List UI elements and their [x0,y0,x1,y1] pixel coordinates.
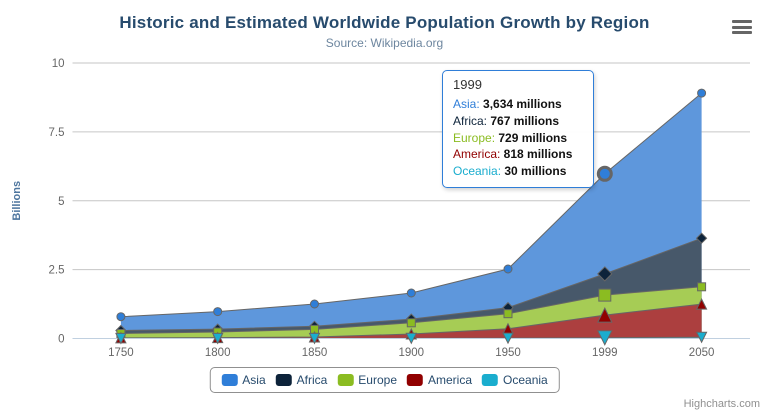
tooltip-series-name: Oceania: [453,164,502,179]
tooltip-row-oceania: Oceania: 30 millions [453,163,583,180]
tooltip-header: 1999 [453,77,482,92]
chart-title: Historic and Estimated Worldwide Populat… [119,13,650,32]
area-america[interactable] [120,304,702,339]
hamburger-menu-icon [732,20,752,23]
x-axis-label: 1950 [495,347,521,359]
x-axis-label: 1750 [108,347,134,359]
tooltip-series-name: Asia: [453,97,480,111]
tooltip-series-value: 30 millions [501,164,567,179]
legend-item-america[interactable]: America [407,373,472,387]
tooltip-series-value: 3,634 millions [479,97,562,111]
legend-swatch-icon [482,374,499,386]
tooltip: 1999 Asia: 3,634 millions Africa: 767 mil… [442,70,594,188]
legend-item-asia[interactable]: Asia [221,373,266,387]
tooltip-series-name: Europe: [453,130,496,145]
legend-swatch-icon [407,374,424,386]
marker-asia-1750[interactable] [116,312,126,322]
marker-oceania-1800[interactable] [211,332,224,345]
chart-context-menu-button[interactable] [732,20,752,34]
marker-america-1999[interactable] [596,306,613,323]
marker-europe-1900[interactable] [406,318,416,328]
legend-item-oceania[interactable]: Oceania [482,373,548,387]
legend-label: Asia [242,373,266,387]
tooltip-row-asia: Asia: 3,634 millions [453,96,583,113]
legend: Asia Africa Europe America Oceania [209,367,560,393]
marker-oceania-1750[interactable] [115,332,127,345]
marker-america-2050[interactable] [695,297,708,310]
tooltip-series-value: 818 millions [500,147,573,162]
legend-label: Oceania [503,373,548,387]
tooltip-series-value: 729 millions [495,130,568,145]
x-axis-label: 2050 [689,347,715,359]
marker-oceania-1950[interactable] [502,332,514,345]
legend-item-africa[interactable]: Africa [275,373,328,387]
legend-label: Africa [296,373,328,387]
y-axis-label: 10 [52,58,65,70]
marker-europe-1950[interactable] [503,309,513,319]
marker-oceania-2050[interactable] [695,331,708,344]
y-axis-label: 0 [58,334,64,346]
legend-swatch-icon [275,374,292,386]
y-axis-label: 7.5 [49,127,65,139]
y-axis-title: Billions [11,181,23,221]
marker-africa-2050[interactable] [695,232,708,244]
tooltip-row-america: America: 818 millions [453,146,583,163]
marker-asia-1950[interactable] [503,264,513,274]
x-axis-label: 1800 [205,347,231,359]
hamburger-menu-icon [732,31,752,34]
legend-label: America [428,373,473,387]
marker-europe-2050[interactable] [697,282,707,292]
legend-item-europe[interactable]: Europe [337,373,397,387]
tooltip-row-africa: Africa: 767 millions [453,113,583,130]
hamburger-menu-icon [732,25,752,29]
y-axis-label: 5 [58,196,64,208]
legend-swatch-icon [337,374,354,386]
tooltip-rows: Asia: 3,634 millions Africa: 767 millions… [453,96,583,180]
marker-asia-1900[interactable] [406,288,416,298]
marker-asia-1999[interactable] [596,165,613,182]
marker-europe-1999[interactable] [598,288,612,302]
credits-link[interactable]: Highcharts.com [683,398,760,410]
marker-asia-1800[interactable] [213,307,223,317]
x-axis-label: 1850 [302,347,328,359]
marker-oceania-1900[interactable] [405,332,418,345]
marker-oceania-1999[interactable] [596,330,613,346]
legend-swatch-icon [221,374,238,386]
area-asia[interactable] [120,93,702,339]
marker-asia-2050[interactable] [697,88,707,98]
marker-oceania-1850[interactable] [308,332,321,345]
x-axis-label: 1900 [399,347,425,359]
legend-label: Europe [358,373,398,387]
y-axis-label: 2.5 [49,265,65,277]
tooltip-series-value: 767 millions [487,113,560,128]
x-axis-label: 1999 [592,347,618,359]
tooltip-series-name: America: [453,147,501,162]
tooltip-row-europe: Europe: 729 millions [453,130,583,147]
marker-asia-1850[interactable] [310,299,319,309]
chart-subtitle: Source: Wikipedia.org [325,36,444,50]
tooltip-series-name: Africa: [453,113,488,128]
marker-africa-1999[interactable] [597,266,613,282]
